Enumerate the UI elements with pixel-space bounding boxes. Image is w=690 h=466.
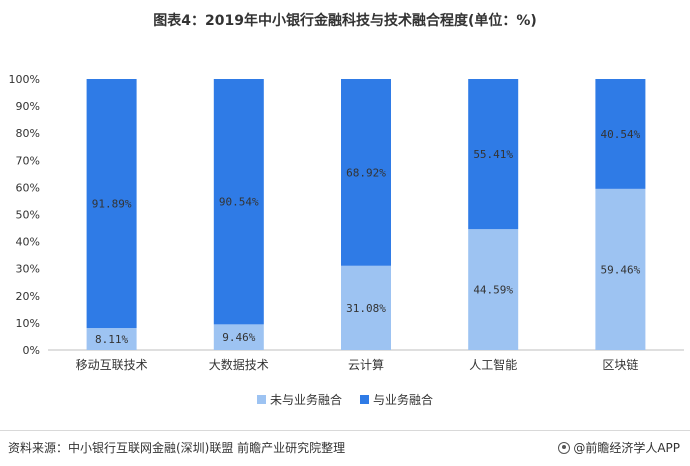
y-tick-label: 50% xyxy=(16,209,40,222)
bar-segment-not-fused xyxy=(468,229,519,350)
x-tick-label: 云计算 xyxy=(348,357,384,372)
data-label-not-fused: 9.46% xyxy=(222,331,255,344)
brand-credit: @前瞻经济学人APP xyxy=(558,439,680,456)
data-label-not-fused: 8.11% xyxy=(95,333,128,346)
legend: 未与业务融合 与业务融合 xyxy=(0,391,690,408)
bar-segment-not-fused xyxy=(341,265,391,350)
bar-segment-not-fused xyxy=(86,328,137,350)
source-note: 资料来源：中小银行互联网金融(深圳)联盟 前瞻产业研究院整理 xyxy=(8,441,346,455)
x-tick-label: 大数据技术 xyxy=(209,357,269,372)
bar-segment-fused xyxy=(468,79,519,230)
legend-label-fused: 与业务融合 xyxy=(373,393,434,407)
x-tick-label: 移动互联技术 xyxy=(76,358,148,372)
legend-swatch-fused xyxy=(360,395,369,404)
data-label-fused: 55.41% xyxy=(473,148,513,161)
data-label-fused: 90.54% xyxy=(219,196,259,209)
legend-item-not-fused: 未与业务融合 xyxy=(256,391,342,408)
bar-segment-not-fused xyxy=(595,188,646,350)
legend-item-fused: 与业务融合 xyxy=(360,391,433,408)
data-label-not-fused: 59.46% xyxy=(601,263,641,276)
brand-logo-icon xyxy=(558,441,571,454)
y-tick-label: 10% xyxy=(16,317,40,330)
legend-label-not-fused: 未与业务融合 xyxy=(269,393,342,407)
data-label-fused: 91.89% xyxy=(92,198,132,211)
bar-segment-not-fused xyxy=(213,324,264,350)
bar-segment-fused xyxy=(595,79,646,189)
bar-segment-fused xyxy=(213,79,264,325)
y-tick-label: 60% xyxy=(16,181,40,194)
data-label-not-fused: 31.08% xyxy=(346,302,386,315)
y-tick-label: 30% xyxy=(16,263,40,276)
y-tick-label: 90% xyxy=(16,100,40,113)
y-tick-label: 100% xyxy=(9,73,40,86)
x-tick-label: 人工智能 xyxy=(469,357,517,372)
y-tick-label: 40% xyxy=(16,236,40,249)
x-tick-label: 区块链 xyxy=(602,357,638,372)
bar-segment-fused xyxy=(341,79,391,266)
bar-segment-fused xyxy=(86,79,137,329)
data-label-fused: 68.92% xyxy=(346,166,386,179)
data-label-fused: 40.54% xyxy=(601,128,641,141)
y-tick-label: 0% xyxy=(23,344,40,357)
y-tick-label: 70% xyxy=(16,154,40,167)
data-label-not-fused: 44.59% xyxy=(473,284,513,297)
y-tick-label: 80% xyxy=(16,127,40,140)
footer-divider xyxy=(0,430,690,431)
chart-title: 图表4：2019年中小银行金融科技与技术融合程度(单位：%) xyxy=(153,13,537,29)
brand-text: @前瞻经济学人APP xyxy=(573,441,680,455)
legend-swatch-not-fused xyxy=(256,395,266,404)
y-tick-label: 20% xyxy=(16,290,40,303)
